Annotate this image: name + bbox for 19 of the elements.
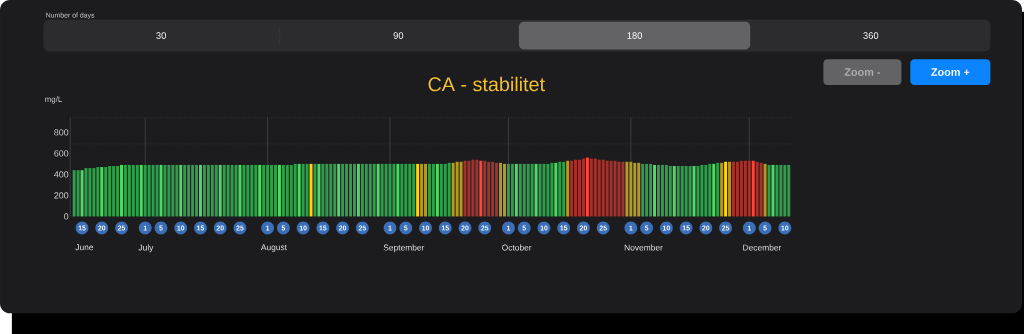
y-tick-label: 200 xyxy=(54,192,69,199)
text: October xyxy=(502,244,532,251)
y-tick-label: 600 xyxy=(54,150,69,157)
text: Zoom - xyxy=(844,68,881,76)
y-tick-label: 400 xyxy=(54,171,69,178)
text: 180 xyxy=(627,32,643,39)
text: August xyxy=(260,244,287,252)
text: July xyxy=(138,244,154,253)
chart-title: CA - stabilitet xyxy=(428,76,545,92)
text: 90 xyxy=(393,32,404,39)
text: June xyxy=(75,244,94,251)
text: November xyxy=(624,244,663,251)
text: 30 xyxy=(156,32,166,39)
text: December xyxy=(743,244,782,251)
y-tick-label: 800 xyxy=(54,129,69,136)
text: 360 xyxy=(863,32,879,39)
text: September xyxy=(383,244,425,253)
text: Zoom + xyxy=(931,68,970,76)
y-tick-label: 0 xyxy=(64,213,69,220)
